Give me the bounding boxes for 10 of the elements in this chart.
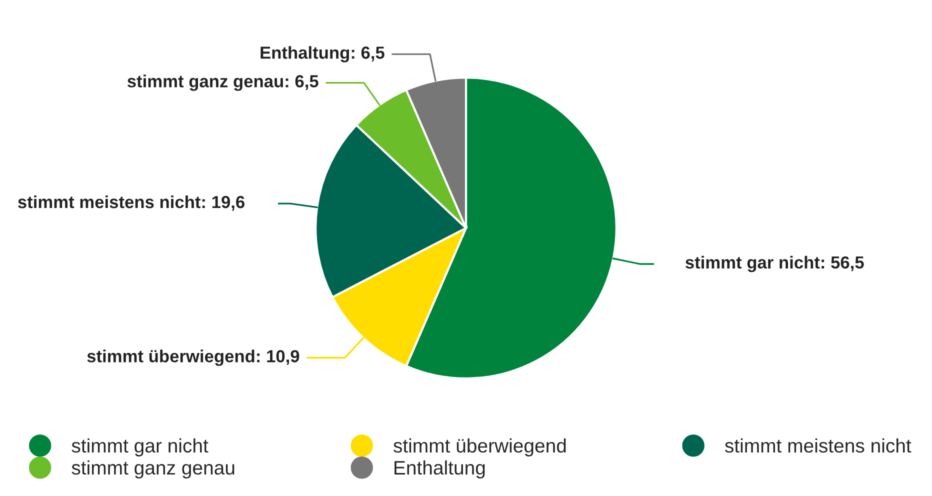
legend-label: stimmt gar nicht [72,438,208,456]
legend-label: stimmt ganz genau [72,460,234,478]
data-label: Enthaltung: 6,5 [260,46,384,62]
data-label: stimmt ganz genau: 6,5 [127,74,318,91]
legend-label: stimmt überwiegend [394,438,566,456]
data-label: stimmt gar nicht: 56,5 [686,256,864,272]
legend-label: Enthaltung [394,460,485,478]
data-label: stimmt überwiegend: 10,9 [87,350,300,366]
legend-label: stimmt meistens nicht [724,438,912,453]
data-label: stimmt meistens nicht: 19,6 [18,195,244,211]
